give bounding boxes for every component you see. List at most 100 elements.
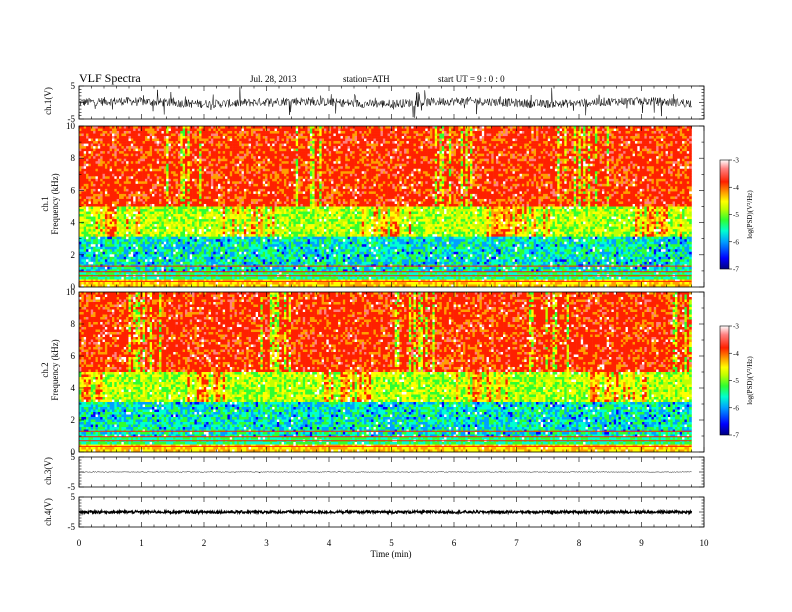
spec1-cell	[211, 131, 214, 134]
spec1-cell	[112, 139, 115, 142]
spec1-cell	[362, 134, 365, 137]
spec1-cell	[571, 136, 574, 139]
spec1-cell	[609, 129, 612, 132]
spec1-cell	[293, 129, 296, 132]
spec1-cell	[362, 131, 365, 134]
spec1-cell	[571, 131, 574, 134]
spec1-cell	[654, 136, 657, 139]
spec1-cell	[647, 126, 650, 129]
spec1-cell	[682, 129, 685, 132]
spec1-cell	[244, 126, 247, 129]
spec1-cell	[604, 136, 607, 139]
spec1-cell	[668, 126, 671, 129]
spec1-cell	[359, 126, 362, 129]
spec1-cell	[600, 136, 603, 139]
spec1-cell	[399, 136, 402, 139]
spec1-cell	[472, 126, 475, 129]
spec1-cell	[263, 126, 266, 129]
spec1-cell	[350, 131, 353, 134]
spec1-cell	[298, 134, 301, 137]
spec1-cell	[84, 131, 87, 134]
spec1-cell	[225, 131, 228, 134]
spec1-cell	[166, 131, 169, 134]
spec1-cell	[576, 136, 579, 139]
spec1-cell	[303, 134, 306, 137]
spec1-cell	[574, 129, 577, 132]
spec1-cell	[550, 136, 553, 139]
spec1-cell	[366, 136, 369, 139]
spec1-cell	[119, 129, 122, 132]
spec1-cell	[345, 126, 348, 129]
spec1-cell	[279, 126, 282, 129]
spec1-cell	[161, 131, 164, 134]
spec1-cell	[402, 129, 405, 132]
spec1-cell	[447, 131, 450, 134]
spec1-cell	[487, 136, 490, 139]
spec1-cell	[465, 136, 468, 139]
spec1-cell	[117, 126, 120, 129]
spec1-cell	[124, 129, 127, 132]
spec1-cell	[588, 126, 591, 129]
spec1-cell	[560, 136, 563, 139]
spec1-cell	[423, 136, 426, 139]
spec1-cell	[482, 131, 485, 134]
spec1-cell	[548, 126, 551, 129]
spec1-cell	[209, 131, 212, 134]
spec1-cell	[458, 129, 461, 132]
spec1-cell	[81, 139, 84, 142]
spec1-cell	[317, 134, 320, 137]
spec1-cell	[185, 131, 188, 134]
spec1-cell	[571, 129, 574, 132]
spec1-cell	[418, 129, 421, 132]
spec1-cell	[430, 134, 433, 137]
spec1-cell	[256, 126, 259, 129]
spec1-cell	[458, 136, 461, 139]
spec1-cell	[324, 134, 327, 137]
spec1-cell	[324, 126, 327, 129]
spec1-cell	[381, 129, 384, 132]
spec1-cell	[647, 136, 650, 139]
spec1-cell	[529, 131, 532, 134]
spec1-cell	[527, 131, 530, 134]
spec1-cell	[421, 136, 424, 139]
spec1-cell	[684, 131, 687, 134]
spec1-cell	[161, 134, 164, 137]
spec1-cell	[472, 129, 475, 132]
spec1-cell	[190, 126, 193, 129]
spec1-cell	[468, 134, 471, 137]
spec1-cell	[501, 131, 504, 134]
spec1-cell	[194, 126, 197, 129]
spec1-cell	[126, 129, 129, 132]
spec1-cell	[555, 131, 558, 134]
spec1-cell	[289, 136, 292, 139]
spec1-cell	[621, 131, 624, 134]
spec1-cell	[242, 136, 245, 139]
spec1-cell	[95, 126, 98, 129]
spec1-cell	[435, 136, 438, 139]
spec1-cell	[190, 134, 193, 137]
spec1-cell	[267, 136, 270, 139]
spec1-cell	[164, 131, 167, 134]
spec1-cell	[560, 131, 563, 134]
spec1-cell	[371, 129, 374, 132]
spec1-cell	[223, 129, 226, 132]
spec1-cell	[131, 134, 134, 137]
spec1-cell	[630, 129, 633, 132]
spec1-cell	[286, 131, 289, 134]
spec1-cell	[527, 134, 530, 137]
spec1-cell	[392, 131, 395, 134]
spec1-cell	[246, 134, 249, 137]
spec1-cell	[112, 131, 115, 134]
spec1-cell	[260, 131, 263, 134]
spec1-cell	[465, 134, 468, 137]
spec1-cell	[194, 134, 197, 137]
spec1-cell	[534, 129, 537, 132]
spec1-cell	[397, 131, 400, 134]
spec1-cell	[185, 136, 188, 139]
spec1-cell	[147, 134, 150, 137]
spec1-cell	[161, 126, 164, 129]
spec1-cell	[498, 134, 501, 137]
spec1-cell	[430, 129, 433, 132]
spec1-cell	[206, 126, 209, 129]
spec1-cell	[140, 131, 143, 134]
